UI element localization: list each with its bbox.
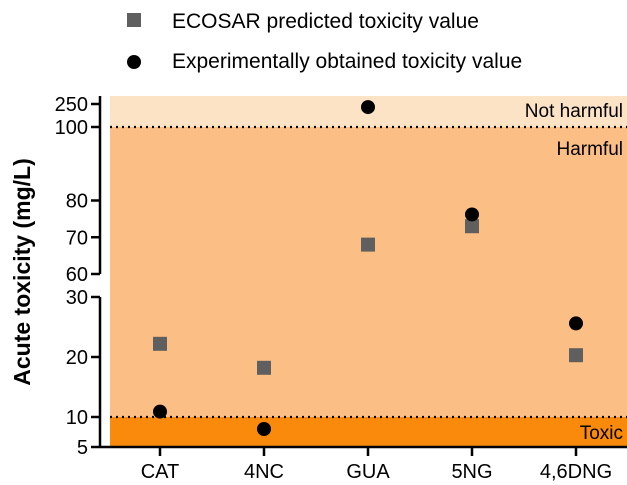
plot-regions: Not harmful Harmful Toxic [110,96,627,446]
x-tick-label: 4,6DNG [540,461,612,483]
y-tick-label: 250 [55,94,88,116]
legend-square-marker [127,13,141,27]
ecosar-point [465,219,479,234]
y-tick-label: 30 [66,287,88,309]
legend-circle-marker [127,55,141,69]
y-tick-label: 20 [66,347,88,369]
x-ticks: CAT 4NC GUA 5NG 4,6DNG [141,447,612,483]
experimental-point [569,316,583,331]
x-tick-label: 5NG [451,461,492,483]
x-tick-label: CAT [141,461,180,483]
y-tick-label: 60 [66,264,88,286]
experimental-point [361,100,375,115]
legend-label-experimental: Experimentally obtained toxicity value [172,50,522,73]
ecosar-point [257,360,271,375]
ecosar-point [361,237,375,252]
y-tick-label: 70 [66,227,88,249]
y-tick-label: 80 [66,191,88,213]
region-toxic [110,417,627,446]
x-tick-label: GUA [346,461,390,483]
region-label-toxic: Toxic [580,423,623,444]
experimental-point [153,404,167,419]
region-label-not-harmful: Not harmful [525,101,623,122]
experimental-point [257,422,271,436]
y-tick-label: 5 [77,437,88,459]
x-tick-label: 4NC [244,461,284,483]
ecosar-point [153,336,167,351]
legend-label-ecosar: ECOSAR predicted toxicity value [172,10,479,33]
ecosar-point [569,348,583,363]
region-label-harmful: Harmful [556,139,623,160]
y-axis-label: Acute toxicity (mg/L) [9,158,35,385]
y-tick-label: 100 [55,117,88,139]
legend: ECOSAR predicted toxicity value Experime… [127,10,522,73]
markers [153,100,583,436]
experimental-point [465,207,479,222]
y-tick-label: 10 [66,407,88,429]
region-harmful [110,127,627,417]
